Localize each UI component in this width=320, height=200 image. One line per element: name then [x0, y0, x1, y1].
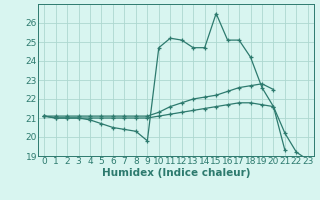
X-axis label: Humidex (Indice chaleur): Humidex (Indice chaleur): [102, 168, 250, 178]
